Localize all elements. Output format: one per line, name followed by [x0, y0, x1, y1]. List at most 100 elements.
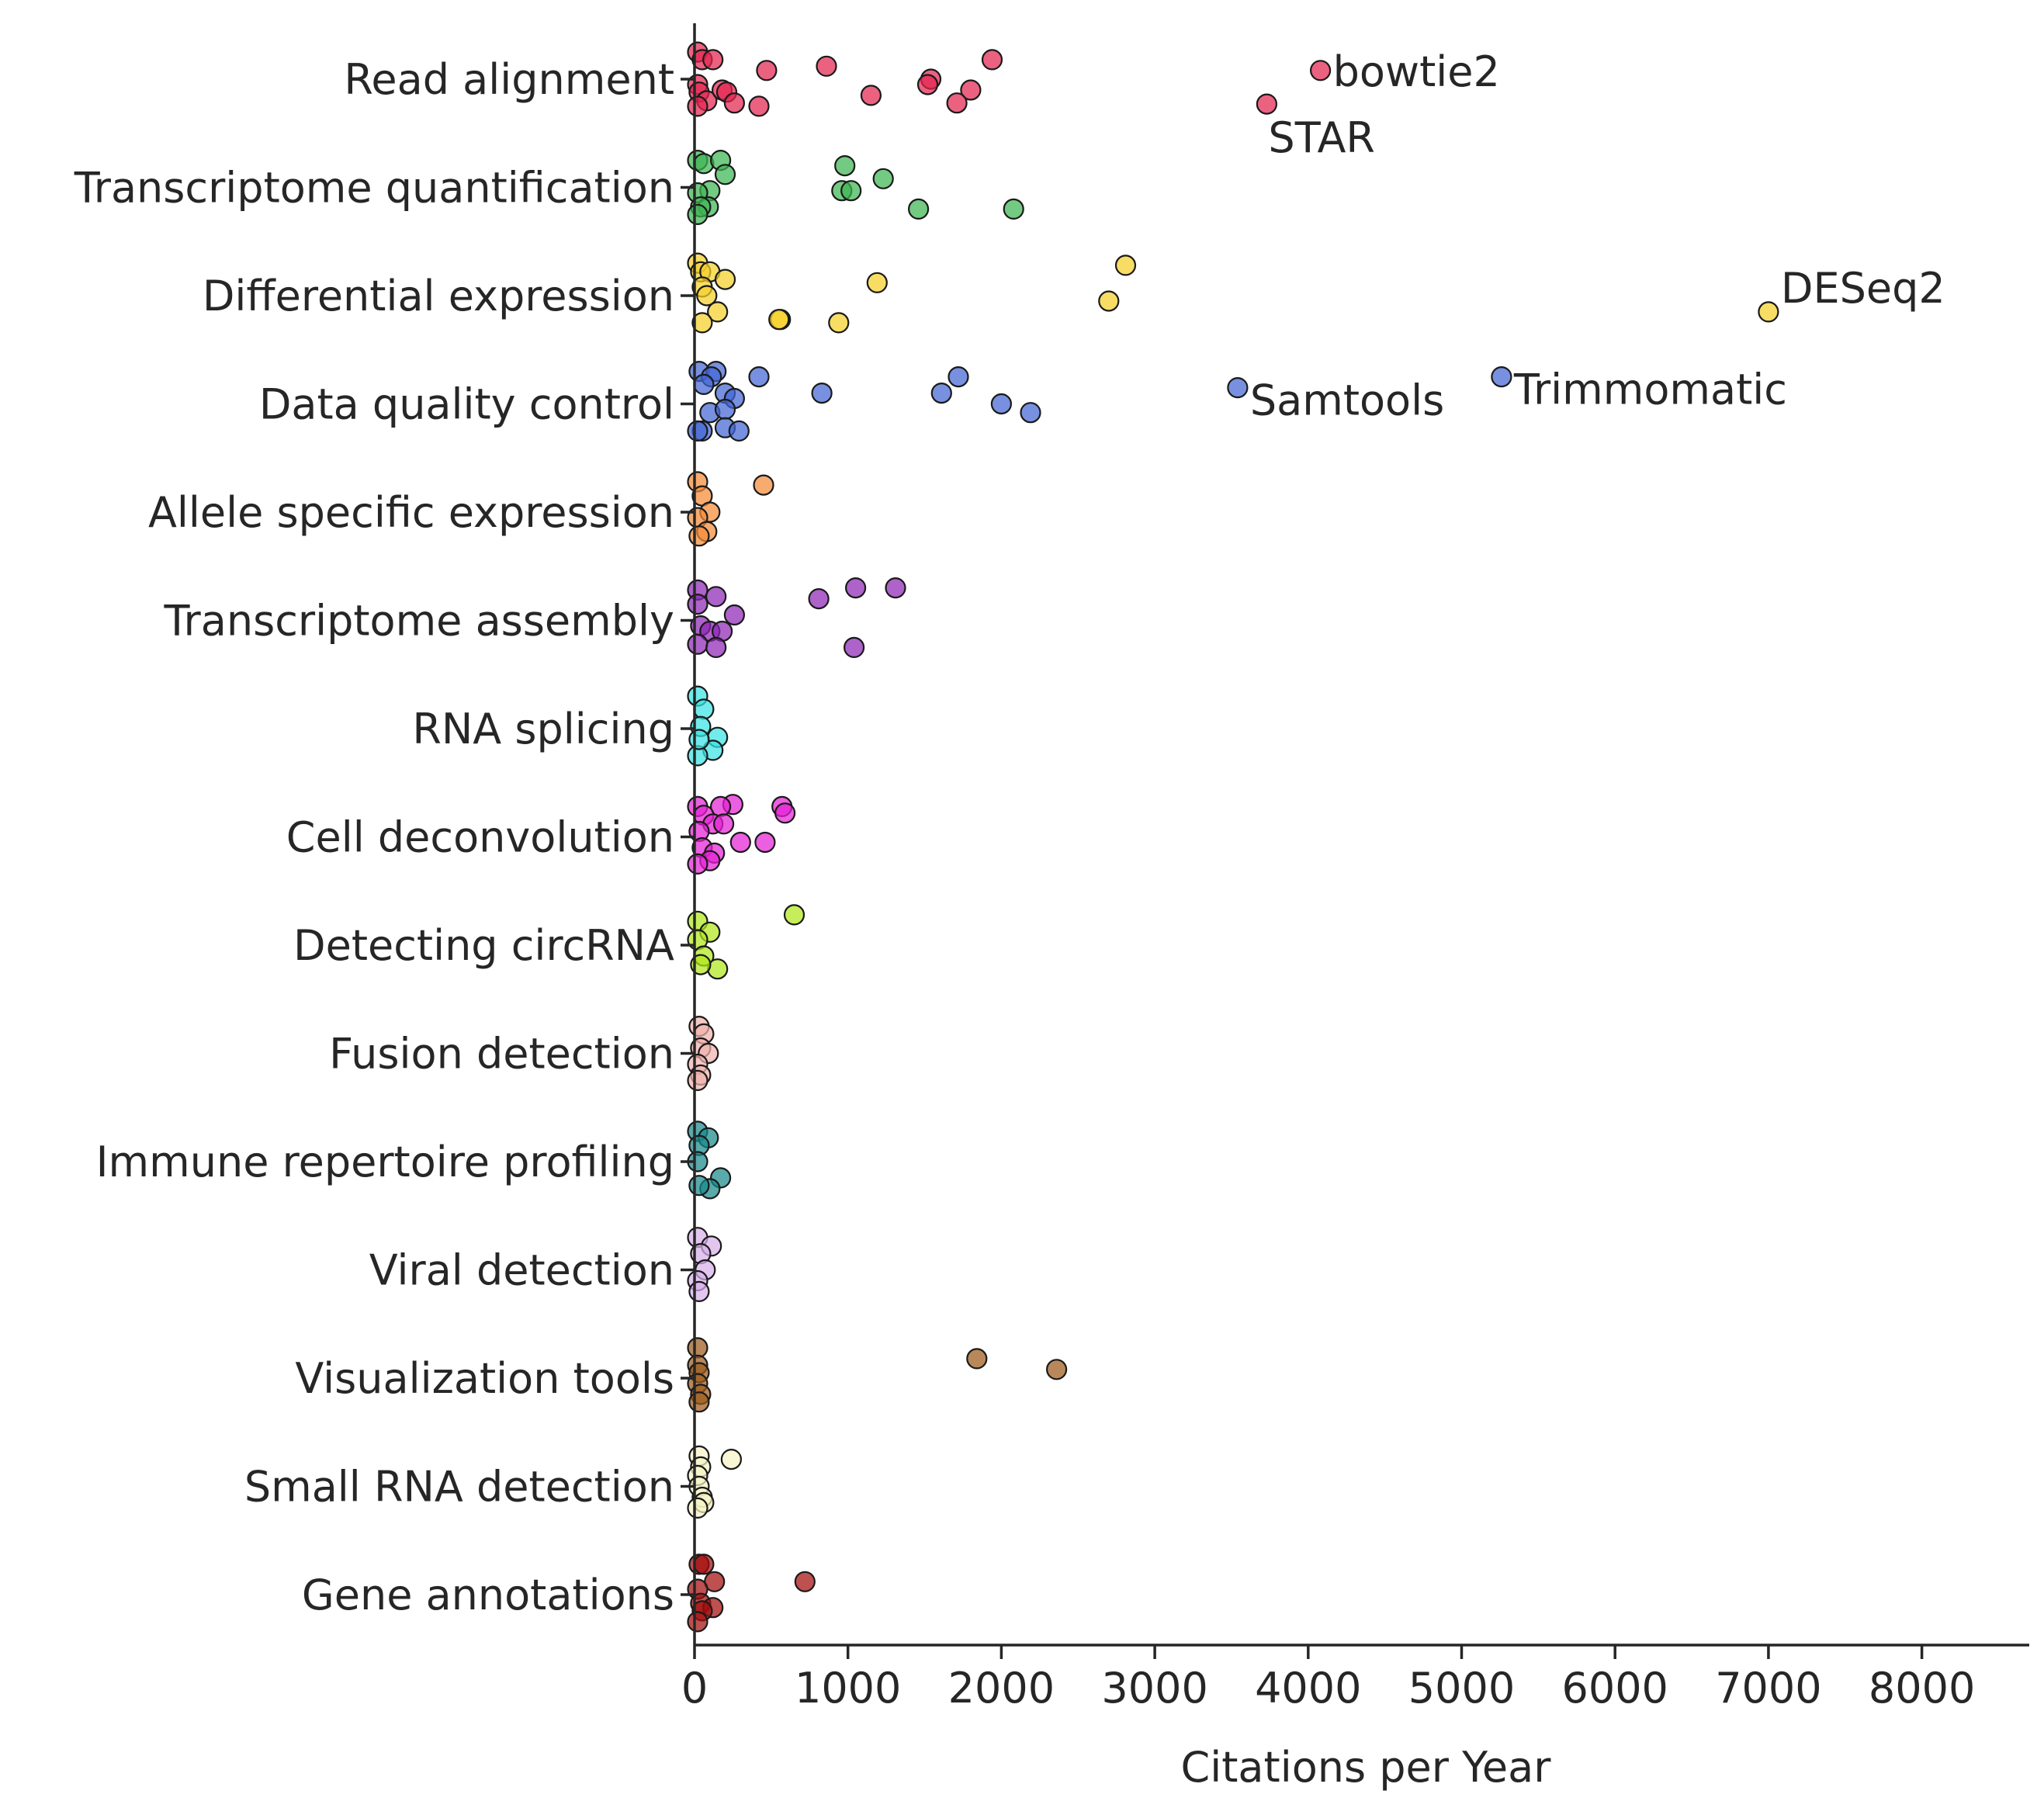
data-point	[828, 312, 850, 334]
data-point	[688, 729, 710, 750]
data-point	[687, 853, 708, 875]
x-tick-label: 6000	[1561, 1664, 1668, 1713]
data-point	[808, 587, 830, 610]
annotation-label: STAR	[1268, 113, 1375, 162]
data-point	[753, 474, 774, 496]
data-point	[930, 383, 952, 404]
x-axis-ticks: 0 1000 2000 3000 4000 5000 6000 7000 8000	[681, 1645, 1975, 1713]
data-point	[712, 813, 735, 835]
data-point	[966, 1348, 988, 1370]
data-point	[688, 1175, 710, 1197]
data-point	[693, 698, 715, 720]
series-cell-deconvolution	[687, 794, 796, 875]
data-point	[816, 55, 837, 77]
y-tick-label: Differential expression	[203, 272, 674, 320]
data-point	[990, 393, 1013, 415]
data-point	[705, 586, 727, 608]
data-point	[948, 366, 969, 388]
data-point	[1114, 255, 1137, 276]
data-point	[885, 577, 906, 599]
data-point	[840, 180, 862, 202]
data-point	[702, 49, 724, 71]
data-point	[688, 1391, 710, 1413]
data-point	[687, 633, 708, 655]
data-point	[687, 1497, 708, 1519]
annotation-label: DESeq2	[1781, 264, 1945, 313]
y-tick-label: Data quality control	[259, 380, 674, 429]
data-point	[748, 95, 770, 117]
y-tick-label: Visualization tools	[295, 1354, 674, 1403]
series-allele-specific-expression	[687, 471, 774, 547]
points-layer	[687, 41, 1779, 1633]
data-point	[748, 366, 770, 388]
x-tick-label: 0	[681, 1664, 708, 1713]
data-point	[1098, 290, 1120, 312]
annotations-layer: bowtie2 STAR DESeq2 Samtools Trimmomatic	[1250, 47, 1945, 425]
data-point	[834, 155, 856, 177]
series-transcriptome-quantification	[687, 150, 1024, 225]
annotation-label: bowtie2	[1333, 47, 1500, 96]
x-tick-label: 7000	[1715, 1664, 1821, 1713]
data-point	[720, 1448, 743, 1470]
y-tick-label: Viral detection	[369, 1246, 674, 1295]
data-point	[860, 85, 882, 106]
data-point	[688, 1280, 710, 1303]
data-point	[1758, 301, 1779, 323]
data-point	[707, 301, 729, 323]
data-point	[687, 1337, 708, 1359]
data-point	[843, 636, 865, 659]
y-tick-label: Immune repertoire profiling	[96, 1138, 674, 1186]
y-tick-label: Gene annotations	[302, 1571, 674, 1619]
data-point	[687, 420, 708, 442]
y-tick-label: RNA splicing	[412, 705, 674, 753]
y-tick-label: Read alignment	[344, 55, 674, 104]
data-point	[687, 593, 708, 615]
x-tick-label: 5000	[1408, 1664, 1515, 1713]
data-point	[794, 1571, 816, 1592]
series-gene-annotations	[687, 1553, 816, 1633]
data-point	[774, 802, 796, 824]
data-point	[960, 79, 982, 101]
axes	[693, 23, 2029, 1647]
data-point	[729, 831, 751, 854]
x-tick-label: 2000	[948, 1664, 1055, 1713]
data-point	[696, 285, 718, 307]
data-point	[1227, 377, 1249, 399]
data-point	[1045, 1359, 1068, 1380]
series-visualization-tools	[687, 1337, 1068, 1413]
data-point	[691, 312, 713, 334]
data-point	[1256, 93, 1278, 115]
data-point	[1309, 60, 1332, 81]
data-point	[754, 831, 776, 854]
data-point	[687, 1611, 708, 1633]
data-point	[687, 1069, 708, 1092]
annotation-label: Samtools	[1250, 376, 1444, 425]
y-tick-label: Allele specific expression	[148, 488, 674, 537]
series-transcriptome-assembly	[687, 577, 906, 659]
y-tick-label: Transcriptome quantification	[74, 164, 674, 213]
x-tick-label: 8000	[1869, 1664, 1975, 1713]
data-point	[705, 636, 727, 659]
data-point	[693, 153, 715, 175]
data-point	[1020, 402, 1041, 424]
series-viral-detection	[687, 1227, 722, 1303]
data-point	[688, 525, 710, 547]
x-tick-label: 1000	[795, 1664, 901, 1713]
series-read-alignment	[687, 41, 1332, 117]
series-small-rna-detection	[687, 1445, 743, 1519]
data-point	[687, 95, 708, 117]
x-tick-label: 3000	[1101, 1664, 1207, 1713]
data-point	[714, 164, 736, 185]
data-point	[811, 383, 833, 404]
data-point	[756, 60, 778, 81]
annotation-label: Trimmomatic	[1513, 365, 1787, 414]
data-point	[768, 309, 790, 331]
data-point	[783, 904, 805, 926]
series-data-quality-control	[687, 361, 1512, 442]
data-point	[844, 577, 867, 599]
data-point	[687, 203, 708, 225]
series-detecting-circrna	[687, 904, 805, 980]
y-tick-label: Transcriptome assembly	[164, 597, 675, 646]
